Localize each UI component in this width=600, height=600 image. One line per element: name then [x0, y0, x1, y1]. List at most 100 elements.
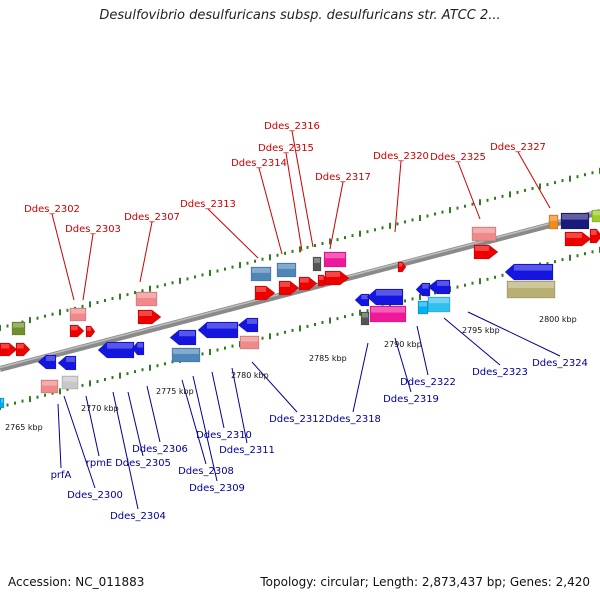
gene-label-ddes-2324: Ddes_2324: [532, 358, 588, 369]
tick-dot: [576, 175, 579, 179]
tick-dash: [239, 262, 241, 269]
gene-arrow-reverse: [415, 282, 431, 297]
tick-dot: [576, 254, 579, 258]
gene-box-reverse: [427, 296, 451, 313]
tick-dot: [216, 269, 219, 273]
gene-arrow-reverse-shine: [376, 290, 402, 296]
gene-arrow-forward-shine: [399, 263, 403, 267]
leader-rpme: [85, 395, 100, 457]
tick-dot: [201, 352, 204, 356]
gene-arrow-forward-shine: [319, 276, 324, 280]
gene-box-reverse-shine: [1, 399, 3, 403]
tick-dot: [464, 283, 466, 287]
gene-arrow-reverse: [504, 263, 554, 281]
gene-label-ddes-2319: Ddes_2319: [383, 394, 439, 405]
gene-label-ddes-2325: Ddes_2325: [430, 152, 486, 163]
tick-dot: [306, 324, 309, 328]
leader-ddes-2311: [231, 367, 248, 444]
gene-box-reverse: [171, 347, 201, 363]
tick-dot: [194, 275, 196, 279]
tick-dash: [569, 175, 571, 182]
tick-dash: [29, 317, 31, 324]
tick-dot: [51, 391, 54, 395]
gene-box-forward-shine: [71, 309, 85, 314]
gene-arrow-reverse: [427, 279, 451, 295]
tick-dot: [314, 323, 316, 326]
tick-dot: [276, 253, 279, 257]
tick-dot: [396, 222, 399, 226]
tick-dash: [509, 191, 511, 198]
tick-dot: [591, 250, 594, 254]
tick-dot: [336, 317, 339, 321]
tick-dot: [321, 321, 324, 324]
tick-dash: [149, 364, 151, 371]
tick-dash: [59, 388, 61, 395]
tick-dot: [456, 285, 459, 289]
gene-arrow-reverse-shine: [107, 343, 133, 349]
gene-box-reverse: [506, 280, 556, 299]
gene-box-reverse: [360, 311, 370, 326]
tick-dot: [531, 187, 534, 190]
tick-dot: [246, 261, 249, 265]
gene-label-ddes-2317: Ddes_2317: [315, 172, 371, 183]
gene-label-ddes-2307: Ddes_2307: [124, 212, 180, 223]
tick-dot: [261, 257, 264, 261]
leader-ddes-2314: [258, 167, 283, 255]
gene-arrow-forward-shine: [139, 311, 152, 316]
gene-arrow-forward-shine: [300, 278, 309, 283]
gene-arrow-forward: [254, 285, 276, 301]
leader-ddes-2316: [291, 130, 314, 248]
tick-dot: [561, 258, 564, 262]
gene-arrow-forward-shine: [17, 344, 24, 349]
tick-dot: [254, 259, 256, 263]
gene-label-ddes-2312: Ddes_2312: [269, 414, 325, 425]
gene-label-rpme: rpmE: [86, 458, 113, 469]
gene-box-forward: [250, 266, 272, 282]
gene-arrow-forward-shine: [256, 287, 266, 292]
leader-ddes-2308: [181, 379, 207, 465]
leader-ddes-2306: [146, 385, 161, 443]
gene-label-ddes-2304: Ddes_2304: [110, 511, 166, 522]
tick-dot: [291, 249, 294, 253]
gene-arrow-forward-shine: [280, 282, 290, 287]
tick-dot: [351, 313, 354, 317]
leader-ddes-2317: [329, 181, 344, 250]
tick-dot: [216, 348, 219, 352]
leader-ddes-2319: [394, 337, 412, 393]
gene-arrow-reverse: [131, 341, 145, 356]
gene-box-forward-shine: [314, 258, 320, 263]
gene-box-reverse-shine: [362, 313, 368, 318]
gene-arrow-forward-shine: [1, 344, 10, 349]
gene-box-forward-shine: [550, 216, 557, 221]
tick-dot: [156, 364, 159, 368]
leader-ddes-2313: [207, 208, 259, 259]
gene-label-ddes-2311: Ddes_2311: [219, 445, 275, 456]
gene-box-forward-shine: [137, 293, 156, 298]
tick-dot: [584, 173, 586, 177]
leader-ddes-2325: [457, 161, 481, 220]
tick-dot: [6, 403, 9, 407]
gene-label-ddes-2315: Ddes_2315: [258, 143, 314, 154]
leader-ddes-2327: [517, 151, 551, 209]
gene-box-forward-shine: [593, 211, 600, 216]
gene-box-reverse-shine: [241, 337, 258, 342]
gene-arrow-reverse: [97, 341, 135, 359]
genome-summary-text: Topology: circular; Length: 2,873,437 bp…: [260, 575, 590, 589]
tick-dot: [21, 399, 24, 403]
tick-dot: [434, 212, 436, 216]
tick-dash: [449, 207, 451, 214]
gene-box-reverse: [239, 335, 260, 350]
leader-prfa: [57, 403, 62, 469]
tick-dash: [419, 215, 421, 221]
tick-dash: [539, 183, 541, 190]
tick-dash: [299, 246, 301, 253]
tick-dot: [561, 179, 564, 183]
gene-box-forward: [276, 262, 297, 278]
gene-box-forward: [312, 256, 322, 272]
gene-arrow-forward-shine: [87, 327, 91, 331]
gene-arrow-forward: [473, 244, 499, 260]
tick-dash: [89, 301, 91, 308]
leader-ddes-2309: [192, 375, 218, 482]
gene-arrow-reverse: [37, 354, 57, 370]
